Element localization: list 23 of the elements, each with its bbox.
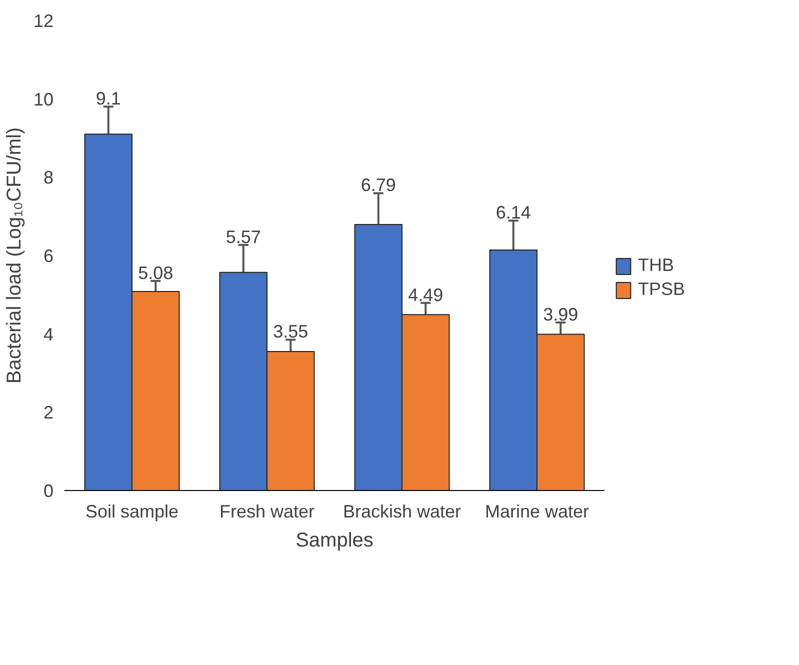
data-label: 9.1 — [96, 88, 121, 109]
x-tick-label: Brackish water — [342, 502, 462, 522]
y-tick-label: 4 — [43, 324, 54, 344]
y-tick-label: 2 — [43, 402, 54, 423]
x-tick-label: Fresh water — [219, 502, 315, 522]
data-label: 3.55 — [273, 322, 308, 342]
data-label: 5.08 — [138, 262, 174, 283]
data-label: 5.57 — [226, 226, 261, 247]
data-label: 6.14 — [496, 202, 531, 223]
y-tick-label: 6 — [43, 246, 54, 266]
y-tick-label: 8 — [43, 168, 54, 188]
y-axis-title: Bacterial load (Log₁₀CFU/ml) — [3, 127, 26, 384]
x-tick-label: Marine water — [484, 502, 590, 522]
x-tick-label: Soil sample — [85, 502, 179, 522]
legend-label: THB — [638, 255, 674, 276]
y-tick-label: 0 — [43, 481, 54, 501]
data-label: 3.99 — [543, 304, 578, 324]
data-label: 6.79 — [360, 175, 396, 196]
legend-label: TPSB — [638, 279, 686, 300]
y-tick-label: 10 — [33, 89, 54, 110]
y-tick-label: 12 — [33, 11, 54, 31]
data-label: 4.49 — [408, 284, 444, 305]
x-axis-title: Samples — [296, 530, 374, 552]
